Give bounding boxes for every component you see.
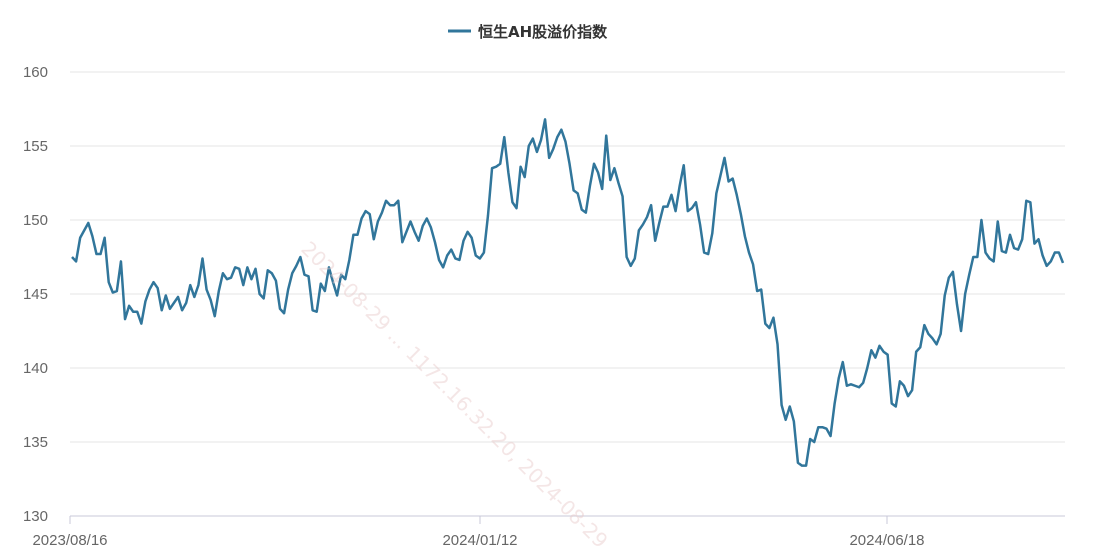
y-tick-label: 145 [23, 286, 48, 303]
x-tick-label: 2024/06/18 [849, 532, 924, 549]
y-tick-label: 155 [23, 138, 48, 155]
y-tick-label: 130 [23, 508, 48, 525]
legend-label: 恒生AH股溢价指数 [478, 23, 608, 41]
x-tick-label: 2024/01/12 [442, 532, 517, 549]
legend[interactable]: 恒生AH股溢价指数 [448, 23, 608, 41]
watermark-text: 2024-08-29 ... 1172.16.32.20, 2024-08-29 [296, 237, 612, 553]
y-tick-label: 150 [23, 212, 48, 229]
series-group [71, 118, 1065, 467]
y-axis: 130 135 140 145 150 155 160 [23, 64, 48, 525]
y-tick-label: 140 [23, 360, 48, 377]
y-tick-label: 135 [23, 434, 48, 451]
series-line [71, 118, 1065, 467]
y-tick-label: 160 [23, 64, 48, 81]
x-tick-label: 2023/08/16 [32, 532, 107, 549]
x-axis: 2023/08/16 2024/01/12 2024/06/18 [32, 516, 925, 549]
watermark: 2024-08-29 ... 1172.16.32.20, 2024-08-29 [296, 237, 612, 553]
